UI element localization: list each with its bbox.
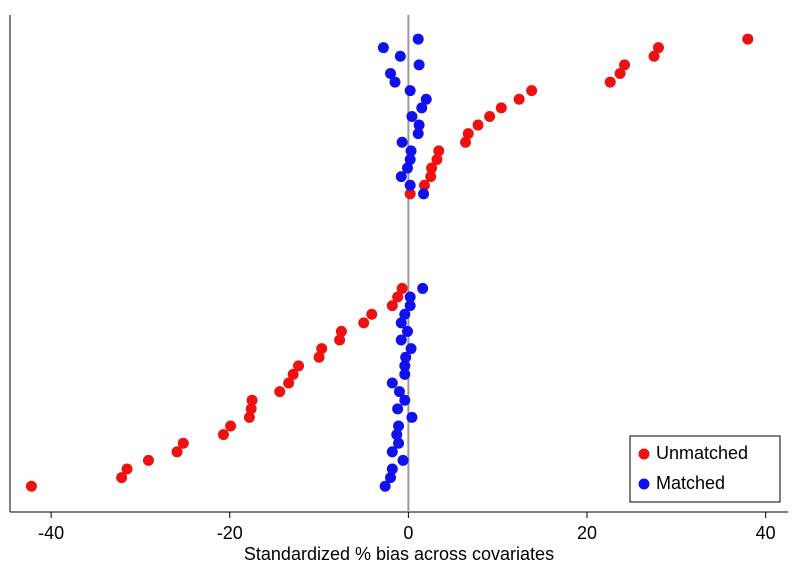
legend-box [629,435,781,503]
point [526,85,538,97]
point [396,282,408,294]
legend-label: Unmatched [656,443,748,463]
point [742,33,754,45]
point [395,317,407,329]
point [404,188,416,200]
point [652,42,664,54]
point [335,325,347,337]
point [391,429,403,441]
point [404,291,416,303]
point [460,136,472,148]
point [377,42,389,54]
point [394,50,406,62]
point [287,368,299,380]
point [334,334,346,346]
point [648,50,660,62]
point [484,110,496,122]
point [385,67,397,79]
point [316,343,328,355]
point [401,325,413,337]
point [418,188,430,200]
point [386,377,398,389]
point [425,171,437,183]
point [404,85,416,97]
point [395,334,407,346]
point [245,403,257,415]
point [393,386,405,398]
point [386,300,398,312]
point [472,119,484,131]
point [412,128,424,140]
point [462,128,474,140]
point [418,179,430,191]
point [225,420,237,432]
point [392,403,404,415]
point [246,394,258,406]
point [293,360,305,372]
x-tick-label: 0 [403,523,413,543]
x-tick-label: -40 [38,523,64,543]
point [389,76,401,88]
point [406,110,418,122]
point [385,472,397,484]
point [420,93,432,105]
point [417,282,429,294]
point [274,386,286,398]
point [433,145,445,157]
point [386,446,398,458]
point [604,76,616,88]
point [366,308,378,320]
point [399,394,411,406]
point [397,454,409,466]
point [171,446,183,458]
point [413,119,425,131]
point [25,480,37,492]
point [401,162,413,174]
point [405,343,417,355]
x-tick-label: 40 [756,523,776,543]
point [426,162,438,174]
point [283,377,295,389]
point [619,59,631,71]
legend-marker [638,478,650,490]
x-tick-label: -20 [217,523,243,543]
point [396,136,408,148]
point [393,437,405,449]
point [121,463,133,475]
point [431,153,443,165]
point [379,480,391,492]
point [399,360,411,372]
legend-label: Matched [656,473,725,493]
point [313,351,325,363]
point [393,420,405,432]
point [358,317,370,329]
point [405,145,417,157]
point [386,463,398,475]
x-tick-label: 20 [577,523,597,543]
point [404,179,416,191]
point [142,454,154,466]
point [412,33,424,45]
point [416,102,428,114]
point [495,102,507,114]
point [614,67,626,79]
point [406,411,418,423]
point [395,171,407,183]
legend-marker [638,448,650,460]
point [413,59,425,71]
x-axis-label: Standardized % bias across covariates [244,544,554,564]
point [513,93,525,105]
point [217,429,229,441]
point [116,472,128,484]
point [399,308,411,320]
point [400,351,412,363]
point [404,300,416,312]
point [177,437,189,449]
point [399,368,411,380]
point [243,411,255,423]
point [392,291,404,303]
point [404,153,416,165]
